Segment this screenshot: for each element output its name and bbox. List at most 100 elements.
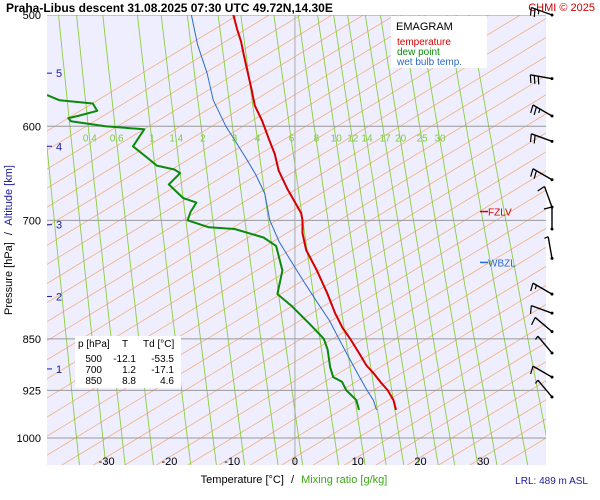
isotherm-line [47, 15, 333, 189]
wind-barb [543, 206, 554, 231]
table-header-td: Td [°C] [143, 339, 174, 350]
isotherm-line [47, 37, 546, 342]
wind-barb [530, 365, 554, 379]
mixing-ratio-line [379, 15, 456, 465]
mixing-ratio-line [217, 15, 279, 465]
wind-barb [529, 6, 554, 18]
table-cell: 8.8 [122, 376, 136, 387]
table-cell: -53.5 [151, 354, 174, 365]
y-axis-label-altitude: Altitude [km] [3, 165, 15, 226]
isotherm-line [437, 399, 546, 465]
isotherm-line [47, 15, 239, 132]
mixing-ratio-line [240, 15, 304, 465]
series-line [232, 15, 397, 411]
table-cell: 1.2 [122, 365, 136, 376]
isotherm-line [47, 113, 546, 418]
altitude-tick-label: 2 [56, 291, 62, 303]
pressure-tick-labels: 500 600 700 850 925 1000 [17, 10, 41, 445]
temperature-tick-label: -20 [161, 456, 177, 468]
isotherm-line [343, 342, 546, 465]
mixing-ratio-label: 12 [347, 133, 359, 144]
isotherm-line [312, 323, 546, 465]
mixing-ratio-label: 20 [395, 133, 407, 144]
isotherm-line [47, 94, 546, 399]
table-cell: 700 [85, 365, 102, 376]
table-header-p: p [hPa] [78, 339, 110, 350]
temperature-tick-label: 20 [414, 456, 426, 468]
mixing-ratio-label: 30 [435, 133, 447, 144]
isotherm-line [47, 15, 459, 265]
mixing-ratio-line [333, 15, 405, 465]
mixing-ratio-label: 6 [289, 133, 295, 144]
mixing-ratio-line [347, 15, 420, 465]
wind-barbs [529, 6, 554, 399]
mixing-ratio-label: 0.4 [83, 133, 97, 144]
pressure-tick-label: 850 [23, 334, 41, 346]
mixing-ratio-label: 10 [331, 133, 343, 144]
chart-title: Praha-Libus descent 31.08.2025 07:30 UTC… [6, 1, 333, 15]
level-label: WBZL [488, 258, 516, 269]
isotherm-line [47, 15, 302, 170]
isotherm-line [124, 208, 546, 465]
isotherm-line [47, 15, 427, 246]
isotherm-line [47, 17, 546, 323]
table-cell: 4.6 [160, 376, 174, 387]
x-axis-title: Temperature [°C] / Mixing ratio [g/kg] [201, 474, 388, 486]
y-axis-title: Pressure [hPa] / Altitude [km] [3, 165, 15, 315]
mixing-ratio-line [102, 15, 154, 465]
copyright-label: CHMI © 2025 [528, 2, 595, 14]
pressure-tick-label: 600 [23, 121, 41, 133]
x-axis-label-mixing: Mixing ratio [g/kg] [301, 474, 387, 486]
altitude-tick-labels: 5 4 3 2 1 [47, 68, 62, 376]
mixing-ratio-label: 1 [149, 133, 155, 144]
mixing-ratio-line [317, 15, 387, 465]
mixing-ratio-label: 1.4 [169, 133, 183, 144]
series-line [47, 94, 360, 411]
table-box [75, 336, 181, 388]
wind-barb [529, 304, 554, 315]
mixing-ratio-label: 8 [314, 133, 320, 144]
pressure-tick-label: 1000 [17, 433, 41, 445]
mixing-ratio-line [273, 15, 340, 465]
table-row: 500 -12.1 -53.5 [85, 354, 174, 365]
lrl-label: LRL: 489 m ASL [515, 476, 588, 487]
isotherm-line [375, 361, 546, 465]
mixing-ratio-line [418, 15, 498, 465]
level-label: FZLV [488, 208, 512, 219]
legend-title: EMAGRAM [396, 21, 453, 33]
table-cell: -12.1 [113, 354, 136, 365]
altitude-tick-label: 4 [56, 141, 62, 153]
values-table: p [hPa] T Td [°C] 500 -12.1 -53.5 700 1.… [75, 336, 181, 388]
isotherm-line [47, 75, 546, 380]
isotherm-line [61, 170, 546, 465]
table-header-t: T [122, 339, 128, 350]
isotherm-line [406, 380, 546, 465]
wind-barb [544, 236, 554, 260]
temperature-tick-label: -10 [224, 456, 240, 468]
wind-barb [530, 104, 554, 118]
temperature-tick-label: 10 [352, 456, 364, 468]
y-axis-separator: / [3, 231, 15, 235]
mixing-ratio-line [58, 15, 107, 465]
wind-barb [530, 168, 554, 182]
legend-wet-bulb: wet bulb temp. [396, 57, 462, 68]
pressure-tick-label: 700 [23, 215, 41, 227]
altitude-tick-label: 1 [56, 364, 62, 376]
wind-barb [537, 185, 554, 209]
altitude-tick-label: 5 [56, 68, 62, 80]
mixing-ratio-line [364, 15, 439, 465]
table-cell: 500 [85, 354, 102, 365]
legend-dew-point: dew point [397, 47, 440, 58]
table-row: 850 8.8 4.6 [85, 376, 174, 387]
wind-barb [529, 133, 554, 144]
isotherm-line [47, 132, 546, 437]
wind-barb [529, 74, 554, 85]
table-cell: 850 [85, 376, 102, 387]
profile-series [47, 15, 397, 411]
legend-box [391, 16, 487, 68]
isotherm-line [47, 15, 490, 285]
mixing-ratio-label: 17 [380, 133, 392, 144]
isotherm-line [47, 15, 396, 227]
temperature-tick-label: -30 [99, 456, 115, 468]
